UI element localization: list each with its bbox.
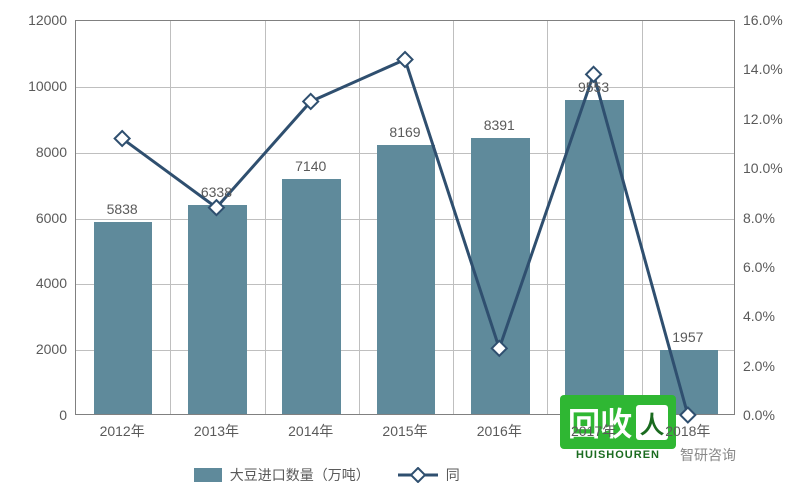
x-axis-label: 2017年 xyxy=(571,421,616,441)
bar xyxy=(377,145,435,414)
x-grid-line xyxy=(453,21,454,414)
bar-value-label: 9553 xyxy=(578,79,609,95)
y-right-label: 10.0% xyxy=(743,160,783,176)
x-axis-label: 2016年 xyxy=(477,421,522,441)
y-left-label: 6000 xyxy=(0,210,67,226)
y-left-label: 0 xyxy=(0,407,67,423)
chart-container: 大豆进口数量（万吨）同 回收人HUISHOUREN智研咨询 0200040006… xyxy=(0,0,800,500)
x-axis-label: 2018年 xyxy=(665,421,710,441)
y-left-label: 12000 xyxy=(0,12,67,28)
x-axis-label: 2015年 xyxy=(382,421,427,441)
x-axis-label: 2013年 xyxy=(194,421,239,441)
x-axis-label: 2014年 xyxy=(288,421,333,441)
y-right-label: 8.0% xyxy=(743,210,775,226)
x-axis-label: 2012年 xyxy=(100,421,145,441)
bar xyxy=(565,100,623,414)
legend-swatch xyxy=(194,468,222,482)
plot-area xyxy=(75,20,735,415)
y-right-label: 2.0% xyxy=(743,358,775,374)
bar xyxy=(282,179,340,414)
bar-value-label: 8391 xyxy=(484,117,515,133)
bar xyxy=(188,205,246,414)
y-right-label: 16.0% xyxy=(743,12,783,28)
y-left-label: 10000 xyxy=(0,78,67,94)
legend-line-label: 同 xyxy=(446,465,460,485)
watermark-subtext: HUISHOUREN xyxy=(560,449,676,461)
y-left-label: 2000 xyxy=(0,341,67,357)
y-left-label: 8000 xyxy=(0,144,67,160)
grid-line xyxy=(76,87,734,88)
legend-line-icon xyxy=(398,467,438,483)
y-right-label: 0.0% xyxy=(743,407,775,423)
watermark-side-text: 智研咨询 xyxy=(680,445,736,465)
legend-item-line: 同 xyxy=(398,465,460,485)
bar-value-label: 7140 xyxy=(295,158,326,174)
y-left-label: 4000 xyxy=(0,275,67,291)
bar-value-label: 5838 xyxy=(107,201,138,217)
bar-value-label: 6338 xyxy=(201,184,232,200)
x-grid-line xyxy=(359,21,360,414)
bar xyxy=(471,138,529,414)
legend-item-bar: 大豆进口数量（万吨） xyxy=(194,465,370,485)
person-icon: 人 xyxy=(636,405,668,440)
y-right-label: 4.0% xyxy=(743,308,775,324)
y-right-label: 6.0% xyxy=(743,259,775,275)
y-right-label: 14.0% xyxy=(743,61,783,77)
legend-bar-label: 大豆进口数量（万吨） xyxy=(230,465,370,485)
bar xyxy=(94,222,152,414)
x-grid-line xyxy=(642,21,643,414)
x-grid-line xyxy=(547,21,548,414)
y-right-label: 12.0% xyxy=(743,111,783,127)
x-grid-line xyxy=(170,21,171,414)
x-grid-line xyxy=(265,21,266,414)
bar-value-label: 1957 xyxy=(672,329,703,345)
bar-value-label: 8169 xyxy=(389,124,420,140)
legend: 大豆进口数量（万吨） 同 xyxy=(194,465,460,485)
